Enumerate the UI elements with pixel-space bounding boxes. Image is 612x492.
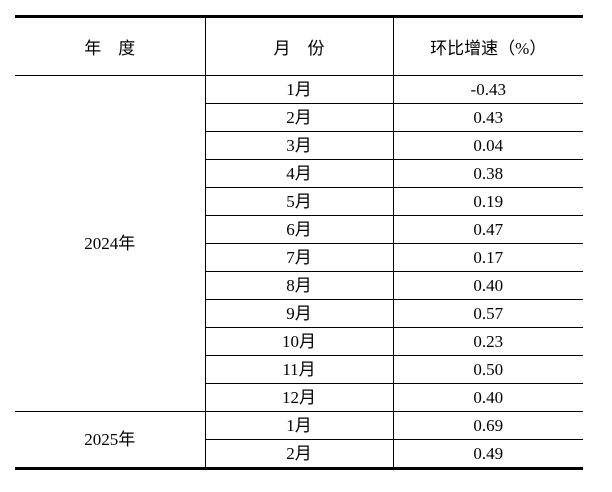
table-row: 6月 0.47	[15, 215, 583, 244]
month-cell: 1月	[204, 411, 394, 440]
month-cell: 5月	[204, 187, 394, 216]
table-row: 5月 0.19	[15, 187, 583, 216]
table-body: 2024年 1月 -0.43 2月 0.43 3月 0.04 4月 0.38 5月 0.19 6月 0.…	[15, 75, 583, 469]
table-row: 9月 0.57	[15, 299, 583, 328]
mom-growth-rate-table: 年 度 月 份 环比增速（%） 2024年 1月 -0.43 2月 0.43 3月 0.04…	[15, 15, 583, 470]
growth-value-cell: 0.19	[393, 187, 583, 216]
month-cell: 8月	[204, 271, 394, 300]
month-cell: 12月	[204, 383, 394, 412]
growth-value-cell: 0.40	[393, 383, 583, 412]
growth-value-cell: 0.40	[393, 271, 583, 300]
month-cell: 6月	[204, 215, 394, 244]
table-row: 8月 0.40	[15, 271, 583, 300]
month-cell: 2月	[204, 103, 394, 132]
month-cell: 1月	[204, 75, 394, 104]
month-cell: 11月	[204, 355, 394, 384]
growth-value-cell: 0.23	[393, 327, 583, 356]
growth-value-cell: 0.47	[393, 215, 583, 244]
table-row: 4月 0.38	[15, 159, 583, 188]
table-row: 11月 0.50	[15, 355, 583, 384]
table-row: 2月 0.43	[15, 103, 583, 132]
table-row: 2024年 1月 -0.43	[15, 75, 583, 412]
table-row: 10月 0.23	[15, 327, 583, 356]
table-row: 12月 0.40	[15, 383, 583, 412]
table-row: 7月 0.17	[15, 243, 583, 272]
year-cell: 2024年	[15, 75, 206, 412]
month-cell: 3月	[204, 131, 394, 160]
growth-value-cell: 0.57	[393, 299, 583, 328]
growth-value-cell: -0.43	[393, 75, 583, 104]
table-row: 3月 0.04	[15, 131, 583, 160]
year-cell: 2025年	[15, 411, 206, 469]
header-row: 年 度 月 份 环比增速（%）	[15, 16, 583, 76]
growth-value-cell: 0.69	[393, 411, 583, 440]
table-row: 2025年 1月 0.69	[15, 411, 583, 469]
growth-value-cell: 0.43	[393, 103, 583, 132]
month-cell: 7月	[204, 243, 394, 272]
growth-value-cell: 0.50	[393, 355, 583, 384]
month-cell: 4月	[204, 159, 394, 188]
table-row: 2月 0.49	[15, 439, 583, 469]
growth-value-cell: 0.04	[393, 131, 583, 160]
month-cell: 10月	[204, 327, 394, 356]
header-month: 月 份	[204, 16, 394, 76]
month-cell: 2月	[204, 439, 394, 469]
growth-value-cell: 0.38	[393, 159, 583, 188]
growth-value-cell: 0.49	[393, 439, 583, 469]
growth-value-cell: 0.17	[393, 243, 583, 272]
header-growth-rate: 环比增速（%）	[393, 16, 583, 76]
month-cell: 9月	[204, 299, 394, 328]
header-year: 年 度	[15, 16, 205, 76]
